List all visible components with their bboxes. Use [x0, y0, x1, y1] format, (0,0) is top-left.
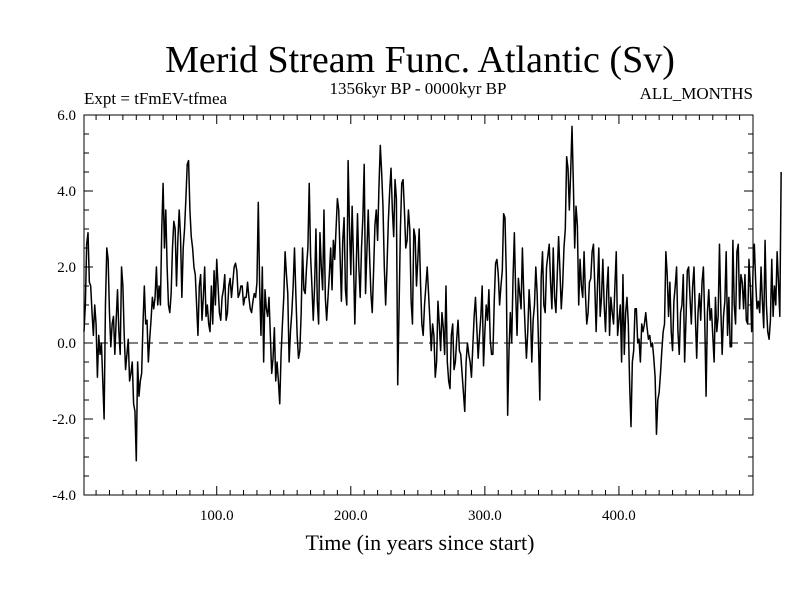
axis-tick-labels: 100.0 200.0 300.0 400.0 -4.0 -2.0 0.0 2.0 4.0 6.0 — [52, 108, 636, 524]
series-line — [83, 125, 782, 462]
y-tick-label: 2.0 — [57, 260, 76, 276]
x-axis-label: Time (in years since start) — [306, 530, 535, 555]
experiment-label: Expt = tFmEV-tfmea — [84, 89, 228, 108]
y-tick-label: -2.0 — [52, 412, 76, 428]
y-tick-label: 6.0 — [57, 108, 76, 124]
x-tick-label: 300.0 — [468, 508, 502, 524]
y-tick-label: 0.0 — [57, 336, 76, 352]
axis-ticks — [84, 114, 753, 496]
months-label: ALL_MONTHS — [640, 84, 753, 103]
x-tick-label: 200.0 — [334, 508, 368, 524]
chart-title: Merid Stream Func. Atlantic (Sv) — [165, 39, 675, 81]
time-range-label: 1356kyr BP - 0000kyr BP — [330, 79, 507, 98]
y-tick-label: 4.0 — [57, 184, 76, 200]
x-tick-label: 100.0 — [200, 508, 234, 524]
y-tick-label: -4.0 — [52, 488, 76, 504]
plot-frame — [83, 114, 754, 496]
x-tick-label: 400.0 — [602, 508, 636, 524]
